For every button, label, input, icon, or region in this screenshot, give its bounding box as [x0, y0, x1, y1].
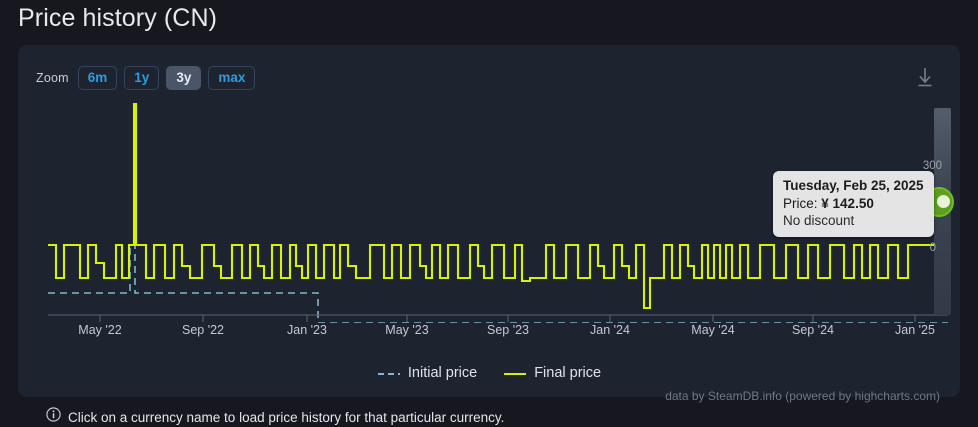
- legend-item-final-price[interactable]: Final price: [503, 365, 601, 381]
- download-icon[interactable]: [911, 63, 939, 91]
- page-title: Price history (CN): [18, 4, 218, 32]
- y-axis-label-max: 300: [922, 160, 942, 172]
- range-button-3y[interactable]: 3y: [166, 66, 202, 90]
- x-axis-tick-label: May '22: [78, 323, 122, 337]
- x-axis-tick-label: May '24: [691, 323, 735, 337]
- tooltip-price: Price: ¥ 142.50: [783, 195, 924, 213]
- tooltip-date: Tuesday, Feb 25, 2025: [783, 178, 924, 193]
- zoom-label: Zoom: [36, 71, 69, 85]
- zoom-range-selector: Zoom 6m 1y 3y max: [36, 66, 262, 90]
- series-line-final-price: [48, 103, 948, 310]
- x-axis-tick-label: Jan '25: [895, 323, 935, 337]
- price-history-page: Price history (CN) Zoom 6m 1y 3y max: [18, 4, 960, 425]
- range-button-1y[interactable]: 1y: [124, 66, 160, 90]
- series-line-initial-price: [48, 244, 948, 323]
- legend-label-final-price: Final price: [534, 365, 602, 381]
- tooltip-price-label: Price:: [783, 195, 818, 211]
- chart-credits[interactable]: data by SteamDB.info (powered by highcha…: [665, 389, 940, 403]
- x-axis-tick-label: May '23: [385, 323, 429, 337]
- chart-tooltip: Tuesday, Feb 25, 2025 Price: ¥ 142.50 No…: [773, 171, 934, 237]
- price-history-chart[interactable]: [18, 103, 960, 323]
- range-button-max[interactable]: max: [208, 66, 256, 90]
- y-axis-label-min: 0: [929, 242, 936, 254]
- tooltip-price-value: ¥ 142.50: [821, 195, 874, 211]
- x-axis-tick-label: Jan '24: [590, 323, 630, 337]
- legend-item-initial-price[interactable]: Initial price: [377, 365, 477, 381]
- x-axis-tick-label: Sep '22: [181, 323, 225, 337]
- currency-hint: Click on a currency name to load price h…: [46, 407, 504, 427]
- x-axis-tick-label: Sep '24: [791, 323, 835, 337]
- legend-label-initial-price: Initial price: [407, 365, 478, 381]
- tooltip-discount: No discount: [783, 213, 855, 228]
- currency-hint-text: Click on a currency name to load price h…: [68, 409, 505, 425]
- x-axis-tick-label: Jan '23: [287, 323, 327, 337]
- legend-swatch-final-price: [503, 367, 527, 379]
- x-axis-tick-label: Sep '23: [486, 323, 530, 337]
- chart-card: Zoom 6m 1y 3y max 300 0: [18, 45, 960, 425]
- chart-plot-svg: [48, 103, 948, 323]
- info-circle-icon: [46, 407, 61, 427]
- chart-legend: Initial price Final price: [18, 365, 960, 381]
- range-button-6m[interactable]: 6m: [77, 66, 118, 90]
- legend-swatch-initial-price: [377, 367, 401, 379]
